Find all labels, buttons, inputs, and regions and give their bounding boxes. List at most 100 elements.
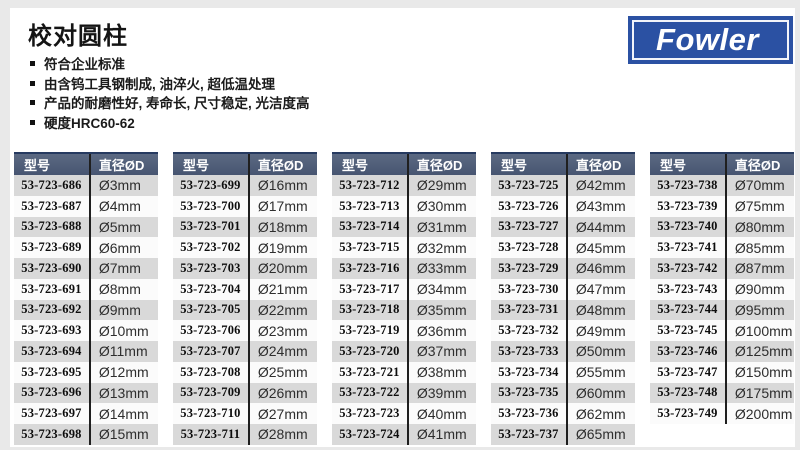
model-cell: 53-723-749 <box>650 403 725 424</box>
diameter-value: Ø29mm <box>416 177 467 194</box>
diameter-value: Ø125mm <box>734 343 793 360</box>
col-header-diameter: 直径ØD <box>406 154 476 175</box>
model-cell: 53-723-725 <box>491 175 566 196</box>
model-number: 53-723-737 <box>498 426 559 441</box>
page-title: 校对圆柱 <box>28 23 128 50</box>
table-row: 53-723-695 Ø12mm <box>14 361 158 383</box>
model-cell: 53-723-729 <box>491 258 566 279</box>
diameter-cell: Ø10mm <box>88 320 158 341</box>
model-number: 53-723-718 <box>339 302 400 317</box>
feature-item: 由含钨工具钢制成, 油淬火, 超低温处理 <box>30 76 310 96</box>
table-row: 53-723-709 Ø26mm <box>173 382 317 404</box>
diameter-cell: Ø38mm <box>406 361 476 383</box>
model-number: 53-723-694 <box>21 343 82 358</box>
diameter-cell: Ø175mm <box>724 382 794 404</box>
table-row: 53-723-736 Ø62mm <box>491 403 635 424</box>
diameter-cell: Ø31mm <box>406 216 476 238</box>
logo-text: Fowler <box>656 22 759 57</box>
feature-text: 由含钨工具钢制成, 油淬火, 超低温处理 <box>44 76 276 92</box>
model-number: 53-723-725 <box>498 177 559 192</box>
catalog-page: 校对圆柱 符合企业标准 由含钨工具钢制成, 油淬火, 超低温处理 产品的耐磨性好… <box>10 8 795 447</box>
model-number: 53-723-747 <box>657 364 718 379</box>
diameter-value: Ø10mm <box>98 322 149 339</box>
model-cell: 53-723-745 <box>650 320 725 341</box>
table-row: 53-723-711 Ø28mm <box>173 424 317 445</box>
diameter-cell: Ø47mm <box>565 278 635 300</box>
diameter-value: Ø14mm <box>98 405 149 422</box>
diameter-value: Ø19mm <box>257 239 308 256</box>
table-row: 53-723-699 Ø16mm <box>173 175 317 196</box>
diameter-cell: Ø46mm <box>565 258 635 279</box>
model-number: 53-723-708 <box>180 364 241 379</box>
table-row: 53-723-720 Ø37mm <box>332 341 476 362</box>
model-cell: 53-723-693 <box>14 320 89 341</box>
model-cell: 53-723-715 <box>332 237 407 258</box>
table-row: 53-723-748 Ø175mm <box>650 382 794 404</box>
table-row: 53-723-706 Ø23mm <box>173 320 317 341</box>
table-header: 型号 直径ØD <box>332 152 476 175</box>
model-number: 53-723-716 <box>339 260 400 275</box>
model-cell: 53-723-742 <box>650 258 725 279</box>
model-number: 53-723-703 <box>180 260 241 275</box>
diameter-value: Ø44mm <box>575 218 626 235</box>
bullet-square-icon <box>30 80 35 86</box>
diameter-cell: Ø32mm <box>406 237 476 258</box>
diameter-cell: Ø18mm <box>247 216 317 238</box>
model-number: 53-723-704 <box>180 281 241 296</box>
diameter-value: Ø39mm <box>416 384 467 401</box>
table-row: 53-723-713 Ø30mm <box>332 195 476 217</box>
diameter-value: Ø25mm <box>257 364 308 381</box>
diameter-value: Ø18mm <box>257 218 308 235</box>
table-row: 53-723-701 Ø18mm <box>173 216 317 238</box>
diameter-cell: Ø30mm <box>406 195 476 217</box>
diameter-value: Ø16mm <box>257 177 308 194</box>
diameter-cell: Ø70mm <box>724 175 794 196</box>
table-row: 53-723-743 Ø90mm <box>650 278 794 300</box>
diameter-value: Ø20mm <box>257 260 308 277</box>
diameter-cell: Ø35mm <box>406 299 476 321</box>
col-header-model-label: 型号 <box>342 158 369 173</box>
diameter-cell: Ø85mm <box>724 237 794 258</box>
diameter-value: Ø45mm <box>575 239 626 256</box>
model-number: 53-723-749 <box>657 406 718 421</box>
diameter-value: Ø27mm <box>257 405 308 422</box>
model-cell: 53-723-687 <box>14 196 89 217</box>
diameter-value: Ø85mm <box>734 239 785 256</box>
diameter-value: Ø30mm <box>416 198 467 215</box>
diameter-value: Ø8mm <box>98 281 141 298</box>
diameter-value: Ø36mm <box>416 322 467 339</box>
model-cell: 53-723-731 <box>491 300 566 321</box>
model-cell: 53-723-721 <box>332 362 407 383</box>
model-cell: 53-723-746 <box>650 341 725 362</box>
diameter-value: Ø47mm <box>575 281 626 298</box>
diameter-cell: Ø125mm <box>724 341 794 362</box>
model-number: 53-723-691 <box>21 281 82 296</box>
diameter-cell: Ø17mm <box>247 195 317 217</box>
model-number: 53-723-723 <box>339 406 400 421</box>
model-number: 53-723-743 <box>657 281 718 296</box>
table-row: 53-723-729 Ø46mm <box>491 258 635 279</box>
model-cell: 53-723-747 <box>650 362 725 383</box>
feature-text: 硬度HRC60-62 <box>44 115 135 131</box>
table-row: 53-723-749 Ø200mm <box>650 403 794 424</box>
diameter-value: Ø9mm <box>98 301 141 318</box>
diameter-value: Ø49mm <box>575 322 626 339</box>
diameter-cell: Ø150mm <box>724 361 794 383</box>
table-row: 53-723-690 Ø7mm <box>14 258 158 279</box>
table-row: 53-723-724 Ø41mm <box>332 424 476 445</box>
model-number: 53-723-744 <box>657 302 718 317</box>
model-number: 53-723-733 <box>498 343 559 358</box>
diameter-cell: Ø37mm <box>406 341 476 362</box>
diameter-cell: Ø4mm <box>88 195 158 217</box>
model-number: 53-723-706 <box>180 323 241 338</box>
diameter-cell: Ø33mm <box>406 258 476 279</box>
diameter-cell: Ø60mm <box>565 382 635 404</box>
model-number: 53-723-700 <box>180 198 241 213</box>
table-row: 53-723-728 Ø45mm <box>491 237 635 258</box>
table-header: 型号 直径ØD <box>491 152 635 175</box>
model-cell: 53-723-705 <box>173 300 248 321</box>
diameter-value: Ø48mm <box>575 301 626 318</box>
diameter-cell: Ø7mm <box>88 258 158 279</box>
diameter-value: Ø65mm <box>575 426 626 443</box>
diameter-value: Ø7mm <box>98 260 141 277</box>
